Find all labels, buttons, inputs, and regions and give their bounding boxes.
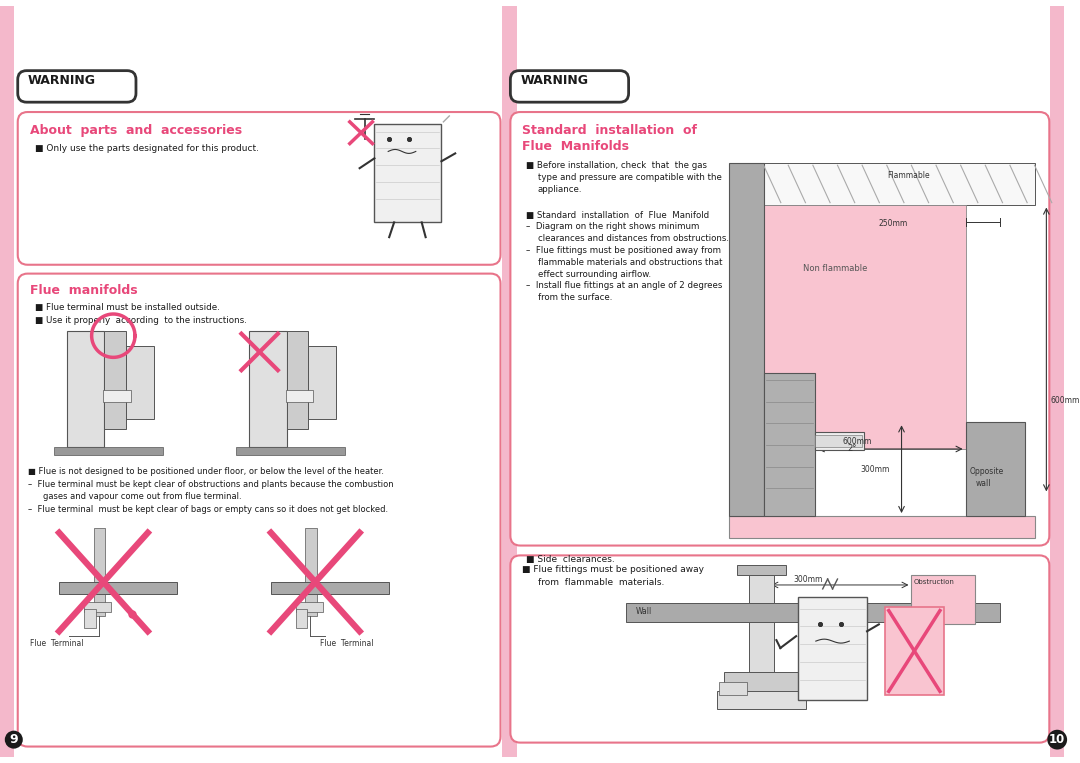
Bar	[104, 390, 131, 401]
Text: gases and vapour come out from flue terminal.: gases and vapour come out from flue term…	[43, 492, 242, 501]
Bar	[54, 447, 163, 455]
Text: flammable materials and obstructions that: flammable materials and obstructions tha…	[538, 258, 723, 267]
Bar	[748, 623, 774, 671]
Bar	[625, 603, 1000, 623]
Text: Standard  installation  of: Standard installation of	[523, 124, 698, 137]
Text: ■ Side  clearances.: ■ Side clearances.	[526, 555, 615, 565]
Bar	[719, 681, 747, 695]
Text: 9: 9	[10, 733, 18, 746]
Bar	[296, 602, 323, 612]
Text: ■ Standard  installation  of  Flue  Manifold: ■ Standard installation of Flue Manifold	[526, 211, 710, 220]
Text: WARNING: WARNING	[521, 73, 589, 86]
Bar	[1051, 5, 1064, 758]
Text: Non flammable: Non flammable	[804, 264, 867, 272]
Bar	[717, 691, 806, 709]
Bar	[67, 330, 105, 447]
Text: Obstruction: Obstruction	[914, 579, 955, 585]
Text: Flammable: Flammable	[887, 171, 930, 180]
Bar	[729, 163, 764, 516]
Text: Flue  manifolds: Flue manifolds	[29, 285, 137, 298]
Bar	[306, 528, 318, 617]
Bar	[725, 671, 799, 694]
Bar	[764, 373, 814, 516]
Text: 250mm: 250mm	[879, 220, 908, 228]
Text: Flue  Terminal: Flue Terminal	[320, 639, 374, 648]
Bar	[84, 602, 111, 612]
Text: appliance.: appliance.	[538, 185, 582, 194]
Bar	[84, 609, 95, 628]
Bar	[237, 447, 345, 455]
Text: ■ Flue terminal must be installed outside.: ■ Flue terminal must be installed outsid…	[36, 303, 220, 312]
Text: 300mm: 300mm	[793, 575, 823, 584]
Text: Opposite: Opposite	[970, 467, 1003, 475]
FancyBboxPatch shape	[511, 112, 1050, 546]
Text: 2°: 2°	[848, 444, 856, 453]
Bar	[271, 582, 389, 594]
Text: –  Flue terminal must be kept clear of obstructions and plants because the combu: – Flue terminal must be kept clear of ob…	[28, 479, 393, 488]
Bar	[748, 575, 774, 603]
Bar	[798, 597, 867, 700]
Text: ■ Use it properly  according  to the instructions.: ■ Use it properly according to the instr…	[36, 316, 247, 325]
Bar	[286, 330, 309, 430]
Text: 600mm: 600mm	[1051, 396, 1080, 405]
Text: –  Flue terminal  must be kept clear of bags or empty cans so it does not get bl: – Flue terminal must be kept clear of ba…	[28, 505, 388, 514]
Text: ■ Before installation, check  that  the gas: ■ Before installation, check that the ga…	[526, 161, 707, 170]
Text: from  flammable  materials.: from flammable materials.	[538, 578, 664, 587]
Bar	[249, 330, 286, 447]
Bar	[59, 582, 177, 594]
Text: ■ Only use the parts designated for this product.: ■ Only use the parts designated for this…	[36, 143, 259, 153]
Bar	[729, 516, 1035, 538]
Text: clearances and distances from obstructions.: clearances and distances from obstructio…	[538, 234, 729, 243]
FancyBboxPatch shape	[511, 555, 1050, 742]
Bar	[286, 390, 313, 401]
Text: –  Install flue fittings at an angle of 2 degrees: – Install flue fittings at an angle of 2…	[526, 282, 723, 291]
Bar	[764, 204, 966, 449]
FancyBboxPatch shape	[17, 71, 136, 102]
Text: Flue  Terminal: Flue Terminal	[29, 639, 83, 648]
Bar	[912, 575, 975, 624]
Text: –  Diagram on the right shows minimum: – Diagram on the right shows minimum	[526, 222, 700, 231]
Bar	[814, 433, 864, 450]
Bar	[764, 163, 1035, 204]
Bar	[94, 528, 106, 617]
Bar	[296, 609, 308, 628]
Bar	[105, 330, 126, 430]
FancyBboxPatch shape	[17, 112, 500, 265]
Bar	[0, 5, 14, 758]
Text: ■ Flue fittings must be positioned away: ■ Flue fittings must be positioned away	[523, 565, 704, 575]
Text: from the surface.: from the surface.	[538, 293, 612, 302]
FancyBboxPatch shape	[17, 274, 500, 746]
FancyBboxPatch shape	[511, 71, 629, 102]
Text: ■ Flue is not designed to be positioned under floor, or below the level of the h: ■ Flue is not designed to be positioned …	[28, 467, 383, 475]
Text: Flue  Manifolds: Flue Manifolds	[523, 140, 630, 153]
Text: 600mm: 600mm	[842, 437, 872, 446]
Bar	[502, 5, 517, 758]
Bar	[126, 346, 153, 420]
Bar	[375, 124, 442, 222]
Text: WARNING: WARNING	[28, 73, 96, 86]
Text: Wall: Wall	[635, 607, 651, 616]
Text: wall: wall	[975, 478, 991, 488]
Bar	[814, 435, 862, 447]
Text: About  parts  and  accessories: About parts and accessories	[29, 124, 242, 137]
Bar	[885, 607, 944, 695]
Bar	[737, 565, 786, 575]
Bar	[309, 346, 336, 420]
Text: effect surrounding airflow.: effect surrounding airflow.	[538, 269, 651, 278]
Text: 300mm: 300mm	[860, 465, 890, 474]
Text: type and pressure are compatible with the: type and pressure are compatible with th…	[538, 173, 721, 182]
Bar	[966, 423, 1025, 516]
Text: 10: 10	[1049, 733, 1065, 746]
Text: –  Flue fittings must be positioned away from: – Flue fittings must be positioned away …	[526, 246, 721, 255]
